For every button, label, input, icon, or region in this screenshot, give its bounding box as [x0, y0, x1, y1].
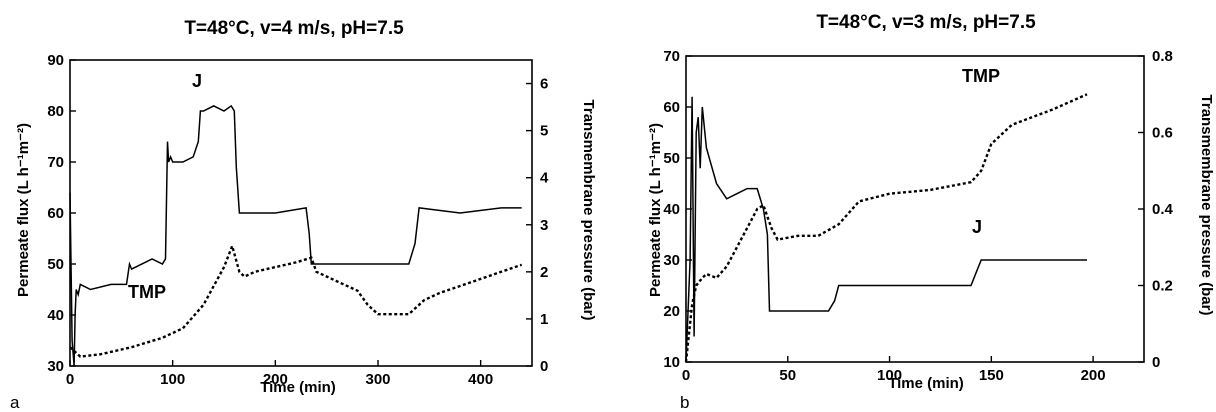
x-tick-label: 200: [1081, 367, 1106, 384]
y-tick-label: 40: [47, 307, 64, 324]
y2-tick-label: 3: [540, 217, 548, 234]
y2-tick-label: 1: [540, 311, 548, 328]
y2-tick-label: 2: [540, 264, 548, 281]
x-tick-label: 100: [160, 371, 185, 388]
x-tick-label: 400: [468, 371, 493, 388]
y2-tick-label: 5: [540, 123, 548, 140]
y2-axis-label-b: Transmembrane pressure (bar): [1198, 95, 1215, 316]
y2-tick-label: 6: [540, 76, 548, 93]
y-tick-label: 50: [47, 256, 64, 273]
series-label-j-a: J: [192, 71, 202, 91]
x-tick-label: 300: [365, 371, 390, 388]
series-line-j-b: [685, 96, 1087, 363]
y-tick-label: 70: [47, 154, 64, 171]
y2-tick-label: 0.4: [1152, 201, 1174, 218]
panel-letter-a: a: [10, 393, 20, 412]
y-tick-label: 10: [663, 354, 680, 371]
chart-panel-b: T=48°C, v=3 m/s, pH=7.5 Permeate flux (L…: [647, 12, 1215, 412]
x-tick-label: 150: [979, 367, 1004, 384]
series-line-tmp-b: [684, 93, 1088, 363]
panel-letter-b: b: [680, 393, 689, 412]
chart-title-a: T=48°C, v=4 m/s, pH=7.5: [184, 18, 404, 39]
y-tick-label: 80: [47, 103, 64, 120]
y-tick-label: 50: [663, 150, 680, 167]
y-axis-label-a: Permeate flux (L h⁻¹m⁻²): [15, 123, 32, 297]
y2-tick-label: 0: [1152, 354, 1160, 371]
y2-tick-label: 0: [540, 358, 548, 375]
chart-title-b: T=48°C, v=3 m/s, pH=7.5: [816, 12, 1036, 33]
y-tick-label: 40: [663, 201, 680, 218]
y2-tick-label: 0.6: [1152, 125, 1173, 142]
y-tick-label: 60: [663, 99, 680, 116]
y-tick-label: 30: [47, 358, 64, 375]
y2-tick-label: 4: [540, 170, 549, 187]
chart-panel-a: T=48°C, v=4 m/s, pH=7.5 Permeate flux (L…: [10, 18, 597, 412]
y-tick-label: 90: [47, 52, 64, 69]
series-label-tmp-b: TMP: [962, 66, 1000, 86]
x-tick-label: 50: [779, 367, 796, 384]
series-label-tmp-a: TMP: [128, 282, 166, 302]
plot-frame-b: [685, 55, 1145, 363]
y-tick-label: 60: [47, 205, 64, 222]
x-axis-label-b: Time (min): [888, 375, 964, 392]
x-tick-label: 0: [682, 367, 690, 384]
x-tick-label: 100: [877, 367, 902, 384]
y-axis-label-b: Permeate flux (L h⁻¹m⁻²): [647, 123, 664, 297]
series-label-j-b: J: [972, 217, 982, 237]
x-tick-label: 200: [263, 371, 288, 388]
y-tick-label: 20: [663, 303, 680, 320]
y-tick-label: 70: [663, 48, 680, 65]
x-axis-label-a: Time (min): [260, 379, 336, 396]
y2-axis-label-a: Transmembrane pressure (bar): [580, 100, 597, 321]
x-tick-label: 0: [66, 371, 74, 388]
y2-tick-label: 0.2: [1152, 278, 1173, 295]
y2-tick-label: 0.8: [1152, 48, 1173, 65]
series-line-j-a: [69, 104, 522, 367]
y-tick-label: 30: [663, 252, 680, 269]
